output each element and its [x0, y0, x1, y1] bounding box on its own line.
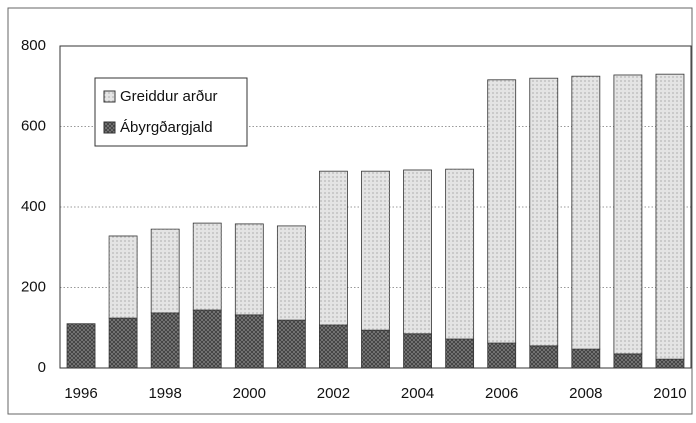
bar-texture	[235, 314, 264, 368]
bar-texture	[277, 320, 306, 368]
bar-texture	[445, 169, 474, 340]
y-tick-label: 800	[21, 37, 46, 54]
bar-texture	[571, 76, 600, 350]
bar-texture	[361, 171, 390, 331]
bar-texture	[613, 353, 642, 368]
bar-texture	[361, 330, 390, 368]
legend-texture	[104, 122, 115, 133]
y-tick-label: 0	[38, 359, 46, 376]
legend-label: Greiddur arður	[120, 88, 218, 105]
bar-texture	[67, 323, 96, 368]
y-tick-label: 400	[21, 198, 46, 215]
x-tick-label: 2002	[317, 385, 350, 402]
bar-texture	[571, 349, 600, 368]
bar-texture	[529, 345, 558, 368]
bar-texture	[193, 310, 222, 368]
x-tick-label: 2006	[485, 385, 518, 402]
legend-label: Ábyrgðargjald	[120, 119, 213, 136]
bar-texture	[403, 169, 432, 334]
bar-texture	[529, 78, 558, 346]
y-tick-label: 200	[21, 278, 46, 295]
bar-texture	[445, 339, 474, 368]
bar-texture	[193, 223, 222, 311]
x-tick-label: 1996	[64, 385, 97, 402]
bar-texture	[277, 225, 306, 321]
x-tick-label: 2000	[233, 385, 266, 402]
bar-texture	[151, 229, 180, 313]
bar-texture	[487, 343, 516, 368]
bar-texture	[151, 312, 180, 368]
x-tick-label: 2010	[653, 385, 686, 402]
bar-texture	[109, 235, 138, 319]
bar-texture	[655, 74, 684, 360]
bar-texture	[235, 223, 264, 315]
legend-box	[94, 77, 248, 147]
bar-texture	[403, 333, 432, 368]
bar-texture	[655, 359, 684, 368]
bar-texture	[319, 171, 348, 325]
x-tick-label: 2008	[569, 385, 602, 402]
bar-texture	[613, 74, 642, 354]
bar-texture	[319, 324, 348, 368]
bar-texture	[487, 79, 516, 344]
frame	[7, 7, 693, 415]
y-tick-label: 600	[21, 117, 46, 134]
bar-texture	[109, 318, 138, 368]
x-tick-label: 2004	[401, 385, 434, 402]
x-tick-label: 1998	[148, 385, 181, 402]
legend-texture	[104, 91, 115, 102]
